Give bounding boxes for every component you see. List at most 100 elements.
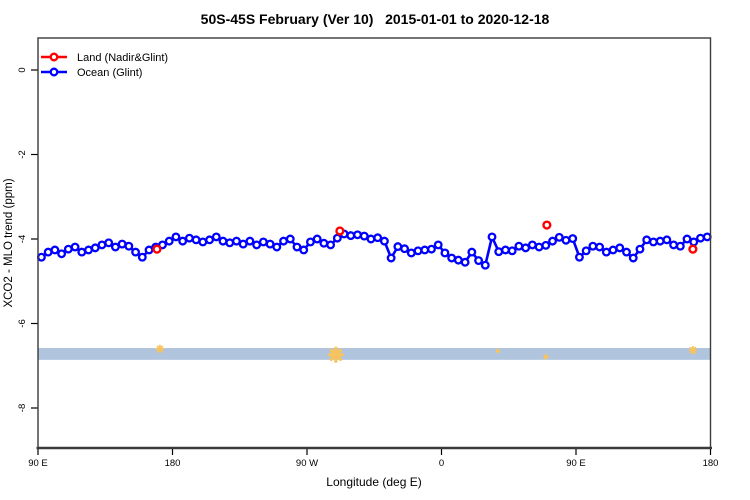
ocean-data-point — [312, 234, 322, 244]
ocean-data-point — [534, 242, 544, 252]
y-tick-label: -8 — [17, 404, 28, 412]
ocean-data-point — [359, 231, 369, 241]
ocean-data-point — [379, 236, 389, 246]
ocean-data-point — [70, 242, 80, 252]
y-tick-label: -2 — [17, 150, 28, 158]
ocean-data-point — [252, 240, 262, 250]
ocean-data-point — [427, 244, 436, 254]
axes-layer: 90 E 180 90 W 0 90 E 180 0 -2 -4 -6 -8 — [17, 67, 718, 469]
ocean-data-point — [292, 242, 302, 252]
ocean-data-point — [184, 233, 194, 243]
ocean-data-point — [332, 233, 342, 243]
y-tick-label: -4 — [17, 235, 28, 243]
ocean-data-point — [507, 246, 517, 256]
series-layer — [36, 220, 712, 270]
ocean-data-point — [137, 252, 147, 262]
legend-item-land: Land (Nadir&Glint) — [41, 52, 168, 64]
x-tick-label: 0 — [439, 458, 444, 469]
ocean-data-point — [171, 232, 181, 242]
band-marker-star — [543, 354, 549, 360]
ocean-data-point — [346, 231, 356, 241]
ocean-data-point — [648, 237, 658, 247]
ocean-data-point — [205, 235, 215, 245]
ocean-data-point — [232, 236, 241, 246]
ocean-data-point — [682, 234, 692, 244]
ocean-data-point — [265, 239, 275, 249]
ocean-data-point — [124, 241, 134, 251]
legend-label-ocean: Ocean (Glint) — [77, 67, 142, 79]
ocean-data-point — [568, 234, 578, 244]
band-marker-star — [155, 344, 165, 354]
band-marker-star — [495, 348, 501, 354]
ocean-data-point — [272, 242, 282, 252]
ocean-data-point — [675, 241, 685, 251]
band-marker-star — [327, 346, 344, 363]
ocean-data-point — [305, 237, 315, 247]
x-tick-label: 90 E — [566, 458, 586, 469]
ocean-data-point — [561, 235, 571, 245]
x-tick-label: 90 W — [296, 458, 318, 469]
star-center — [496, 349, 499, 352]
ocean-data-point — [413, 246, 423, 256]
ocean-data-point — [655, 236, 665, 246]
band-marker-star — [688, 345, 698, 355]
band-marker-layer — [155, 344, 698, 363]
ocean-data-point — [238, 239, 248, 249]
legend-label-land: Land (Nadir&Glint) — [77, 52, 168, 64]
ocean-data-point — [373, 233, 383, 243]
ocean-data-point — [662, 235, 672, 245]
plot-box — [37, 37, 712, 449]
ocean-legend-circle-icon — [49, 67, 59, 77]
ocean-data-point — [467, 247, 477, 257]
ocean-data-point — [104, 238, 114, 248]
ocean-data-point — [487, 232, 497, 242]
flagged-band-layer — [38, 348, 711, 360]
ocean-data-point — [158, 240, 167, 250]
ocean-data-point — [501, 245, 510, 255]
land-legend-circle-icon — [49, 52, 59, 62]
ocean-data-point — [669, 240, 679, 250]
ocean-data-point — [615, 243, 625, 253]
star-center — [691, 348, 695, 352]
ocean-data-point — [353, 230, 362, 240]
star-center — [544, 355, 547, 358]
ocean-data-point — [521, 243, 531, 253]
ocean-data-point — [400, 244, 410, 254]
ocean-data-point — [57, 249, 67, 259]
ocean-data-point — [541, 240, 551, 250]
y-axis-label: XCO2 - MLO trend (ppm) — [3, 178, 15, 307]
ocean-data-point — [588, 241, 598, 251]
ocean-data-point — [480, 260, 490, 270]
ocean-data-point — [110, 242, 120, 252]
ocean-data-point — [225, 238, 235, 248]
ocean-data-point — [514, 241, 524, 251]
land-data-point — [335, 226, 345, 236]
ocean-data-point — [554, 232, 564, 242]
land-data-point — [152, 244, 162, 254]
ocean-data-point — [440, 248, 450, 258]
ocean-data-point — [702, 232, 712, 242]
chart-title: 50S-45S February (Ver 10) 2015-01-01 to … — [200, 11, 550, 27]
ocean-data-point — [628, 253, 638, 263]
ocean-data-point — [595, 242, 605, 252]
ocean-data-point — [460, 257, 470, 267]
ocean-data-point — [433, 240, 443, 250]
y-tick-label: -6 — [17, 319, 28, 327]
ocean-data-point — [178, 236, 188, 246]
ocean-data-point — [131, 247, 141, 257]
ocean-data-point — [245, 236, 255, 246]
x-axis-label: Longitude (deg E) — [326, 475, 421, 489]
legend-item-ocean: Ocean (Glint) — [41, 67, 142, 79]
flagged-band — [38, 348, 711, 360]
ocean-data-point — [36, 252, 46, 262]
ocean-data-point — [386, 253, 396, 263]
legend: Land (Nadir&Glint) Ocean (Glint) — [41, 52, 168, 79]
ocean-data-point — [574, 252, 584, 262]
ocean-data-point — [494, 247, 504, 257]
ocean-data-point — [581, 246, 591, 256]
land-data-point — [542, 220, 552, 230]
y-tick-label: 0 — [17, 67, 28, 72]
ocean-data-point — [635, 244, 645, 254]
